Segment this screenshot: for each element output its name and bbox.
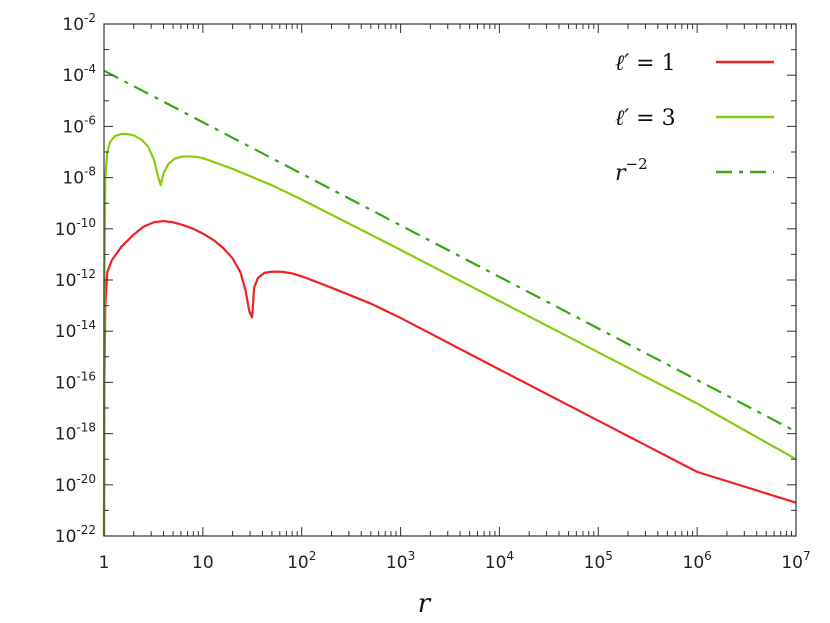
x-tick-label: 104 bbox=[485, 549, 514, 573]
legend-label-1: ℓ′ = 1 bbox=[615, 51, 676, 76]
x-tick-label: 102 bbox=[287, 549, 316, 573]
x-axis-title: r bbox=[418, 589, 432, 619]
x-tick-label: 103 bbox=[386, 549, 415, 573]
y-tick-label: 10-18 bbox=[55, 421, 96, 445]
y-tick-label: 10-14 bbox=[55, 318, 96, 342]
x-tick-label: 10 bbox=[192, 553, 214, 573]
y-tick-label: 10-12 bbox=[55, 267, 96, 291]
y-tick-label: 10-8 bbox=[62, 165, 96, 189]
series-line-3 bbox=[103, 69, 797, 433]
y-tick-label: 10-6 bbox=[62, 113, 96, 137]
x-tick-label: 1 bbox=[99, 553, 110, 573]
x-tick-label: 107 bbox=[781, 549, 810, 573]
legend: ℓ′ = 1 ℓ′ = 3 r−2 bbox=[615, 51, 774, 186]
tick-layer: 1 10 102 103 104 105 106 107 10-2 10-4 10-6 10-8 10-… bbox=[55, 11, 811, 573]
x-tick-label: 106 bbox=[683, 549, 712, 573]
y-tick-label: 10-16 bbox=[55, 369, 96, 393]
y-tick-label: 10-2 bbox=[62, 11, 96, 35]
y-tick-label: 10-22 bbox=[55, 523, 96, 547]
x-tick-label: 105 bbox=[584, 549, 613, 573]
legend-label-2: ℓ′ = 3 bbox=[615, 106, 676, 131]
y-tick-label: 10-10 bbox=[55, 216, 96, 240]
series-layer bbox=[102, 69, 797, 537]
y-tick-label: 10-4 bbox=[62, 62, 96, 86]
series-line-1 bbox=[102, 219, 797, 537]
legend-label-3: r−2 bbox=[615, 155, 648, 186]
series-line-2 bbox=[102, 133, 797, 537]
y-tick-label: 10-20 bbox=[55, 472, 96, 496]
